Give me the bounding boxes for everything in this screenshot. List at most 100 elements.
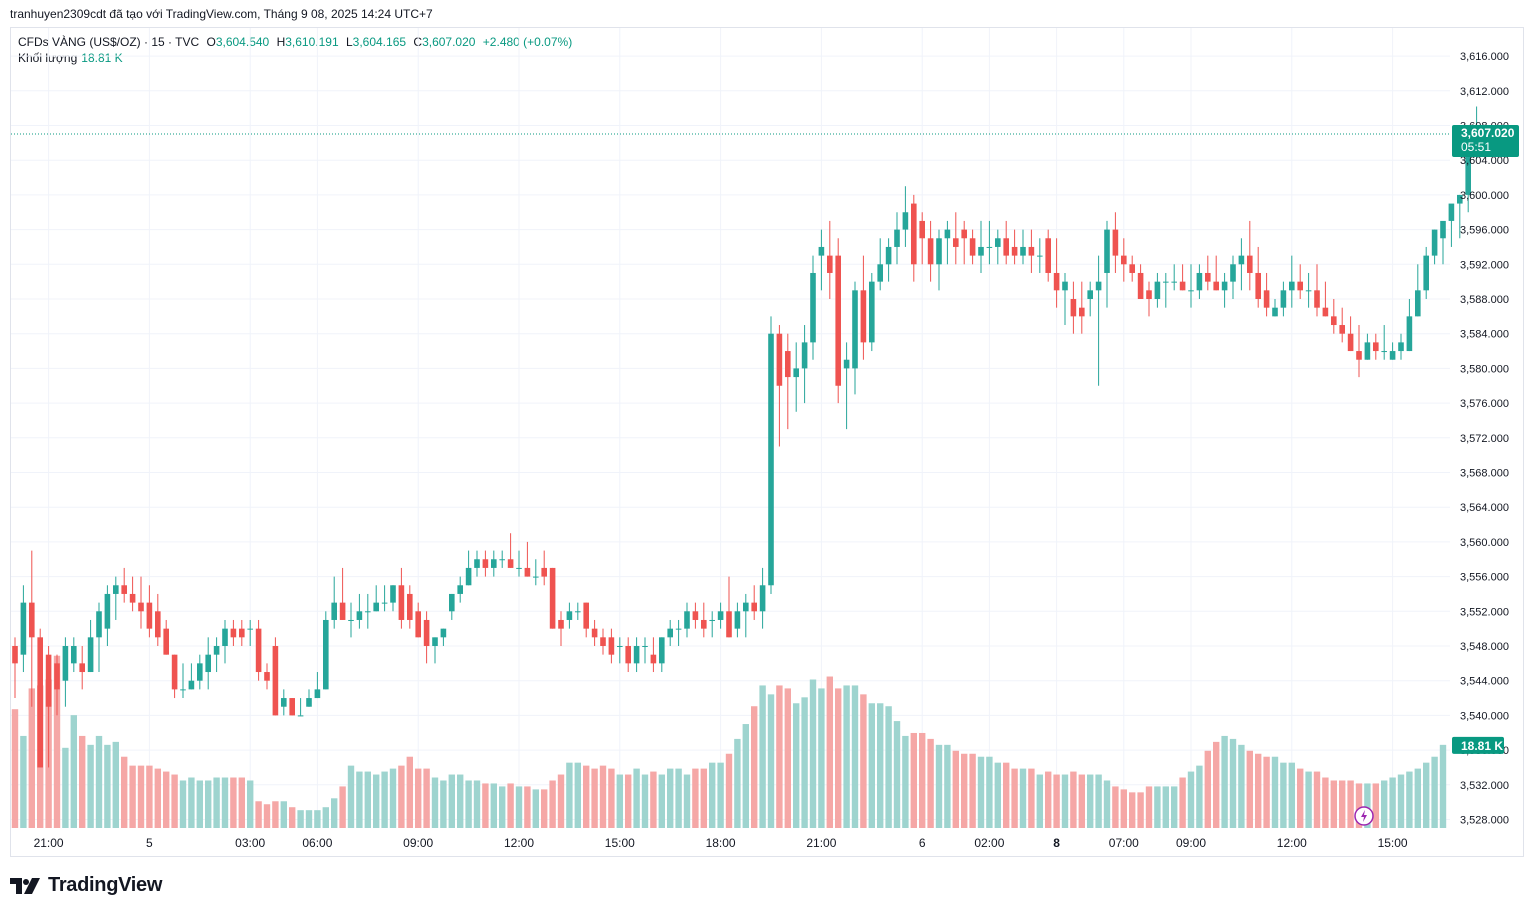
volume-bar (263, 804, 271, 828)
candle-body (894, 229, 900, 247)
volume-bar (759, 685, 766, 828)
candle-body (1011, 246, 1018, 256)
brand[interactable]: TradingView (10, 874, 162, 897)
volume-value: 18.81 K (81, 51, 123, 65)
candle-body (373, 602, 379, 612)
candle-body (474, 559, 480, 568)
volume-bar (650, 771, 657, 828)
volume-bar (1120, 789, 1127, 828)
last-price-label: 3,607.020 (1461, 126, 1515, 140)
countdown-label: 05:51 (1461, 140, 1491, 154)
volume-tag (1452, 736, 1504, 754)
candle-body (1230, 264, 1236, 282)
candle-body (1364, 342, 1371, 360)
brand-name: TradingView (48, 874, 163, 896)
volume-bar (599, 765, 607, 828)
y-tick-label: 3,612.000 (1460, 86, 1509, 98)
candle-body (936, 238, 942, 265)
price-axis[interactable]: 3,616.0003,612.0003,608.0003,604.0003,60… (1460, 51, 1509, 826)
candle-body (138, 602, 144, 612)
volume-bar (431, 777, 439, 828)
candle-body (205, 654, 211, 673)
volume-bar (1145, 786, 1153, 828)
volume-bar (784, 688, 791, 828)
candle-body (1339, 325, 1345, 334)
volume-bar (331, 798, 338, 828)
y-tick-label: 3,560.000 (1460, 537, 1509, 549)
volume-bar (692, 768, 699, 828)
volume-bar (633, 768, 640, 828)
volume-bar (683, 774, 691, 828)
volume-bar (507, 783, 514, 828)
y-tick-label: 3,548.000 (1460, 641, 1509, 653)
symbol-label[interactable]: CFDs VÀNG (US$/OZ) · 15 · TVC (18, 35, 200, 49)
volume-bar (238, 777, 245, 828)
ohlc-legend[interactable]: CFDs VÀNG (US$/OZ) · 15 · TVC O3,604.540… (18, 34, 572, 50)
candle-body (45, 654, 52, 707)
candle-body (1003, 238, 1009, 256)
candle-body (264, 672, 270, 681)
volume-bar (364, 771, 371, 828)
candle-body (1188, 290, 1194, 292)
volume-bar (1339, 780, 1346, 828)
volume-bar (801, 697, 808, 828)
volume-legend[interactable]: Khối lượng 18.81 K (18, 51, 123, 65)
volume-bar (776, 685, 783, 828)
time-axis[interactable]: 21:00 5 03:00 06:00 09:00 12:00 15:00 18:00 21:0… (34, 836, 1408, 850)
volume-bar (1246, 750, 1253, 828)
candle-body (197, 663, 203, 681)
volume-bar (1280, 762, 1287, 828)
volume-bar (230, 777, 237, 828)
candle-body (575, 611, 581, 613)
candle-body (549, 567, 556, 629)
candle-body (801, 342, 808, 369)
candle-body (1415, 290, 1421, 317)
volume-bar (994, 762, 1001, 828)
candle-body (54, 663, 60, 690)
candle-body (1121, 255, 1127, 265)
volume-bar (910, 732, 917, 828)
candle-body (129, 593, 136, 603)
volume-bar (457, 774, 464, 828)
volume-bar (616, 774, 623, 828)
y-tick-label: 3,588.000 (1460, 294, 1509, 306)
y-tick-label: 3,572.000 (1460, 433, 1509, 445)
candle-body (885, 246, 892, 265)
volume-bar (1162, 786, 1169, 828)
volume-bar (893, 721, 901, 828)
candle-body (314, 689, 321, 699)
volume-bar (1313, 771, 1321, 828)
x-tick-label: 8 (1053, 836, 1060, 850)
volume-bar (179, 780, 187, 828)
high-value: 3,610.191 (285, 35, 339, 49)
candle-body (617, 646, 623, 647)
candle-body (911, 203, 917, 265)
candle-body (944, 229, 951, 239)
candle-body (1322, 307, 1329, 317)
candle-body (499, 559, 505, 561)
y-tick-label: 3,604.000 (1460, 155, 1509, 167)
y-tick-label: 3,552.000 (1460, 606, 1509, 618)
candle-body (20, 602, 27, 655)
y-tick-label: 3,592.000 (1460, 259, 1509, 271)
close-value: 3,607.020 (422, 35, 476, 49)
volume-bar (440, 780, 447, 828)
volume-bar (1263, 756, 1270, 828)
volume-bar (818, 688, 825, 828)
volume-bar (1271, 756, 1279, 828)
x-tick-label: 21:00 (806, 836, 836, 850)
volume-bar (272, 801, 279, 828)
volume-bar (205, 780, 212, 828)
volume-bar (1078, 774, 1085, 828)
candle-body (650, 654, 657, 664)
volume-bar (1288, 762, 1295, 828)
last-price-tag (1452, 125, 1519, 158)
volume-bar (95, 735, 103, 828)
volume-bar (1389, 777, 1396, 828)
volume-bar (557, 774, 565, 828)
volume-bar (1103, 780, 1111, 828)
candle-body (491, 559, 497, 568)
volume-bar (70, 715, 77, 828)
x-tick-label: 07:00 (1109, 836, 1139, 850)
